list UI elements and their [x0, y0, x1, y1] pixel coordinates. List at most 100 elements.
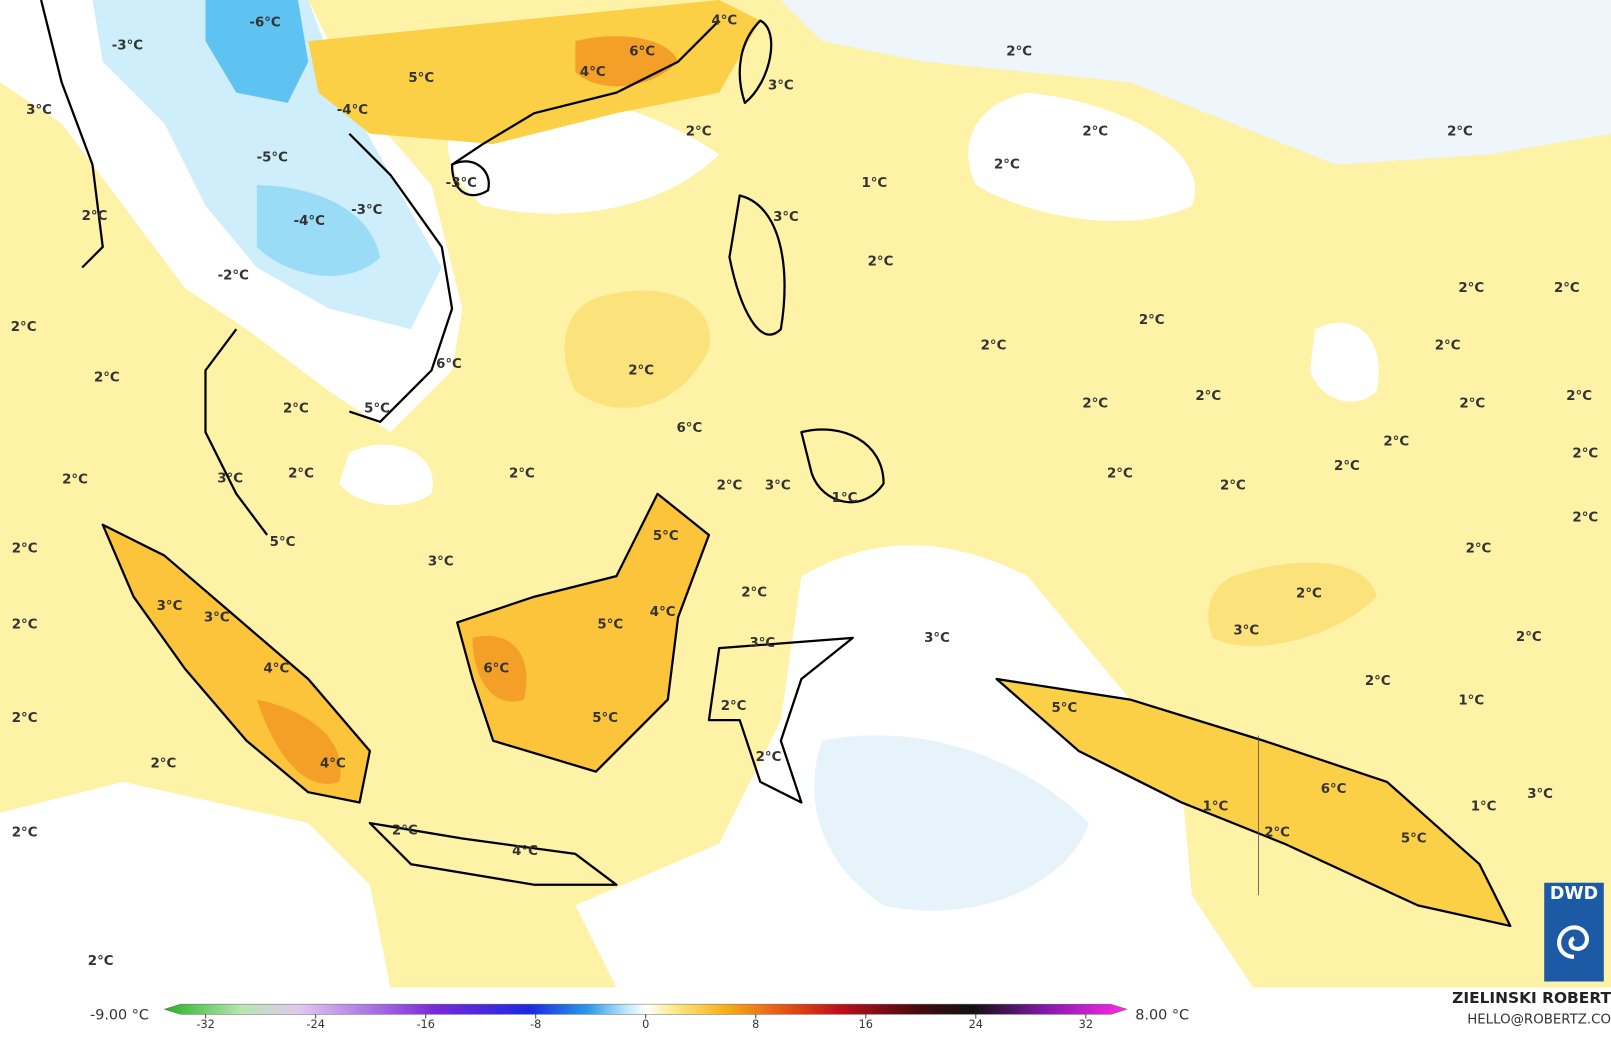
temperature-label: 2°C [82, 209, 108, 224]
temperature-label: 2°C [12, 825, 38, 840]
temperature-label: 2°C [628, 363, 654, 378]
temperature-label: 6°C [483, 662, 509, 677]
temperature-label: 2°C [1447, 125, 1473, 140]
colorbar-tick-label: -32 [196, 1018, 214, 1031]
temperature-label: 2°C [1365, 674, 1391, 689]
colorbar-min-label: -9.00 °C [90, 1008, 149, 1024]
logo-box [1544, 882, 1604, 982]
temperature-label: 4°C [512, 844, 538, 859]
temperature-label: 2°C [509, 466, 535, 481]
credit-email: HELLO@ROBERTZ.CO [1467, 1013, 1611, 1028]
temperature-label: 2°C [88, 954, 114, 969]
logo-text: DWD [1550, 884, 1598, 904]
temperature-label: 2°C [1220, 479, 1246, 494]
temperature-label: 5°C [270, 535, 296, 550]
temperature-label: 2°C [11, 320, 37, 335]
temperature-label: 4°C [320, 756, 346, 771]
temperature-label: 3°C [749, 636, 775, 651]
temperature-label: 3°C [773, 210, 799, 225]
temperature-label: -5°C [257, 150, 288, 165]
temperature-label: 1°C [832, 491, 858, 506]
temperature-label: 2°C [1572, 510, 1598, 525]
temperature-label: 3°C [217, 471, 243, 486]
temperature-label: 2°C [721, 699, 747, 714]
temperature-label: -2°C [218, 269, 249, 284]
temperature-label: -4°C [337, 103, 368, 118]
temperature-label: 5°C [597, 617, 623, 632]
temperature-label: 5°C [592, 711, 618, 726]
colorbar-tick-label: 16 [859, 1018, 873, 1031]
temperature-label: 5°C [408, 71, 434, 86]
temperature-label: 2°C [1572, 447, 1598, 462]
temperature-label: 3°C [204, 610, 230, 625]
temperature-label: 1°C [1458, 694, 1484, 709]
temperature-label: -3°C [351, 203, 382, 218]
temperature-label: 2°C [283, 401, 309, 416]
temperature-label: 2°C [150, 756, 176, 771]
temperature-label: 2°C [62, 472, 88, 487]
colorbar-max-label: 8.00 °C [1135, 1008, 1189, 1024]
colorbar-tick-label: -16 [416, 1018, 434, 1031]
temperature-label: 2°C [1082, 125, 1108, 140]
temperature-label: 3°C [765, 479, 791, 494]
temperature-label: 2°C [717, 479, 743, 494]
temperature-label: 5°C [653, 529, 679, 544]
temperature-label: -3°C [446, 176, 477, 191]
temperature-label: 2°C [12, 541, 38, 556]
temperature-label: 6°C [1321, 782, 1347, 797]
temperature-label: 2°C [981, 339, 1007, 354]
temperature-label: 2°C [741, 586, 767, 601]
temperature-label: 2°C [1296, 587, 1322, 602]
temperature-label: 2°C [1516, 630, 1542, 645]
temperature-label: 4°C [711, 14, 737, 29]
temperature-label: 2°C [1435, 339, 1461, 354]
temperature-label: 2°C [994, 158, 1020, 173]
temperature-label: 1°C [1203, 800, 1229, 815]
temperature-label: 6°C [436, 357, 462, 372]
temperature-label: 2°C [1195, 389, 1221, 404]
map-labels: -6°C -3°C 5°C 4°C 6°C 4°C 3°C 2°C 3°C -4°C 2°C 2°C 2… [11, 14, 1598, 969]
temperature-label: 2°C [1006, 44, 1032, 59]
temperature-label: -4°C [294, 214, 325, 229]
temperature-label: 5°C [1052, 701, 1078, 716]
map-field [0, 0, 1611, 988]
temperature-label: 1°C [1471, 800, 1497, 815]
coastlines [40, 0, 1512, 928]
colorbar-tick-label: 0 [642, 1018, 649, 1031]
temperature-label: 2°C [12, 711, 38, 726]
temperature-label: 6°C [629, 44, 655, 59]
temperature-label: 3°C [924, 631, 950, 646]
temperature-label: 4°C [650, 605, 676, 620]
temperature-label: 2°C [1466, 541, 1492, 556]
temperature-label: 5°C [364, 401, 390, 416]
temperature-label: 1°C [861, 176, 887, 191]
colorbar-bar [163, 1003, 1128, 1015]
logo: DWD [1544, 882, 1604, 982]
temperature-label: 2°C [1459, 396, 1485, 411]
temperature-label: 3°C [428, 555, 454, 570]
temperature-label: 4°C [580, 65, 606, 80]
temperature-label: 2°C [1082, 396, 1108, 411]
temperature-label: 2°C [1264, 825, 1290, 840]
colorbar-tick-label: 8 [752, 1018, 759, 1031]
colorbar-tick-label: -8 [530, 1018, 541, 1031]
temperature-label: -3°C [112, 38, 143, 53]
temperature-label: 2°C [94, 371, 120, 386]
temperature-label: 2°C [1554, 281, 1580, 296]
temperature-label: 3°C [1233, 624, 1259, 639]
temperature-label: 2°C [1139, 313, 1165, 328]
temperature-label: 2°C [12, 617, 38, 632]
temperature-label: 3°C [26, 103, 52, 118]
temperature-label: 3°C [157, 599, 183, 614]
temperature-label: 2°C [1566, 389, 1592, 404]
temperature-label: 2°C [288, 466, 314, 481]
temperature-label: 2°C [868, 254, 894, 269]
temperature-label: 2°C [756, 750, 782, 765]
temperature-label: 3°C [1527, 787, 1553, 802]
temperature-label: 6°C [677, 421, 703, 436]
temperature-label: 3°C [768, 78, 794, 93]
temperature-label: 2°C [392, 823, 418, 838]
temperature-label: 2°C [1334, 459, 1360, 474]
